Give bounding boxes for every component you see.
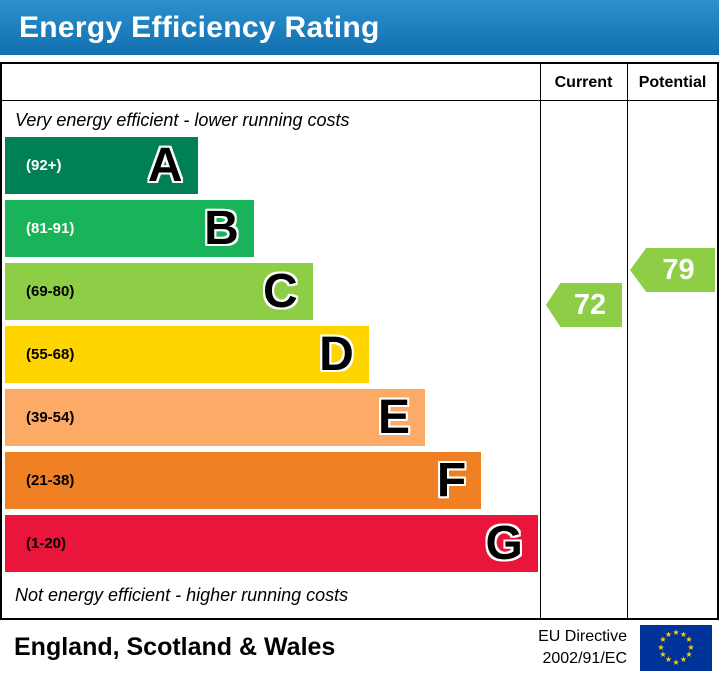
band-range-label: (1-20) (26, 535, 67, 552)
page-title: Energy Efficiency Rating (19, 10, 380, 44)
band-bar-c: (69-80) C (5, 263, 313, 320)
current-column-divider (540, 64, 541, 618)
band-letter: D (319, 327, 354, 381)
column-header-current: Current (554, 73, 613, 91)
band-row-a: (92+) A (5, 137, 540, 200)
potential-column-divider (627, 64, 628, 618)
band-letter: G (485, 516, 523, 570)
current-rating-value: 72 (573, 288, 607, 321)
current-rating-arrow: 72 (546, 283, 622, 327)
band-bar-b: (81-91) B (5, 200, 254, 257)
band-letter: E (377, 390, 410, 444)
band-row-g: (1-20) G (5, 515, 540, 578)
eu-star-icon: ★ (672, 627, 680, 637)
band-bar-a: (92+) A (5, 137, 198, 194)
band-letter: F (436, 453, 467, 507)
eu-star-icon: ★ (685, 635, 693, 644)
chart-header-row (2, 64, 717, 101)
band-letter: A (147, 138, 183, 192)
eu-star-icon: ★ (679, 629, 688, 639)
band-range-label: (92+) (26, 157, 62, 174)
band-letter: C (262, 264, 298, 318)
eu-star-icon: ★ (664, 629, 673, 639)
eu-star-icon: ★ (657, 642, 665, 652)
caption-not-efficient: Not energy efficient - higher running co… (15, 585, 349, 605)
eu-star-icon: ★ (659, 650, 667, 659)
eu-star-icon: ★ (687, 642, 695, 652)
potential-rating-value: 79 (662, 253, 695, 286)
rating-chart: Current Potential Very energy efficient … (0, 62, 719, 620)
caption-very-efficient: Very energy efficient - lower running co… (15, 110, 350, 130)
footer: England, Scotland & Wales EU Directive 2… (0, 620, 719, 675)
eu-directive-line1: EU Directive (538, 627, 627, 645)
eu-star-icon: ★ (672, 657, 680, 667)
title-bar: Energy Efficiency Rating (0, 0, 719, 55)
band-range-label: (39-54) (26, 409, 75, 426)
band-bar-e: (39-54) E (5, 389, 425, 446)
eu-star-icon: ★ (685, 650, 693, 659)
column-header-potential: Potential (638, 73, 707, 91)
band-row-d: (55-68) D (5, 326, 540, 389)
band-range-label: (55-68) (26, 346, 75, 363)
eu-directive-line2: 2002/91/EC (542, 649, 627, 667)
band-row-f: (21-38) F (5, 452, 540, 515)
band-row-e: (39-54) E (5, 389, 540, 452)
band-bar-f: (21-38) F (5, 452, 482, 509)
bands: (92+) A (81-91) B (69-80) C (55-68) D (39-54) E (2… (5, 137, 540, 578)
eu-star-icon: ★ (659, 635, 667, 644)
region-label: England, Scotland & Wales (14, 633, 336, 661)
band-letter: B (204, 201, 239, 255)
potential-rating-arrow: 79 (630, 248, 715, 292)
band-range-label: (21-38) (26, 472, 75, 489)
eu-flag-icon: ★ ★ ★ ★ ★ ★ ★ ★ ★ ★ ★ ★ (640, 624, 712, 671)
band-bar-g: (1-20) G (5, 515, 538, 572)
band-row-b: (81-91) B (5, 200, 540, 263)
eu-directive-label: EU Directive 2002/91/EC (538, 626, 627, 669)
band-row-c: (69-80) C (5, 263, 540, 326)
band-range-label: (81-91) (26, 220, 75, 237)
band-bar-d: (55-68) D (5, 326, 369, 383)
eu-star-icon: ★ (664, 655, 673, 665)
band-range-label: (69-80) (26, 283, 75, 300)
eu-star-icon: ★ (679, 655, 688, 665)
